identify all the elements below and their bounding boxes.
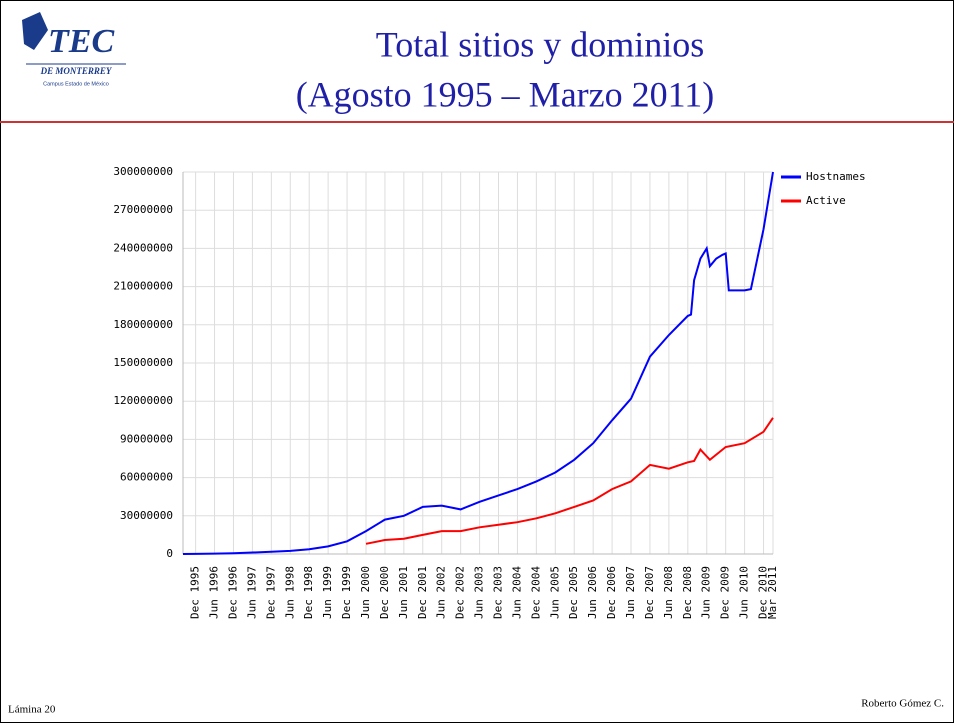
x-tick-label: Jun 2003 xyxy=(473,566,486,619)
footer-left: Lámina 20 xyxy=(8,704,56,716)
y-tick-label: 120000000 xyxy=(113,394,173,407)
x-tick-label: Dec 1999 xyxy=(340,566,353,619)
x-tick-label: Jun 1999 xyxy=(321,566,334,619)
x-tick-label: Dec 2000 xyxy=(378,566,391,619)
x-tick-label: Dec 2007 xyxy=(643,566,656,619)
y-tick-label: 300000000 xyxy=(113,165,173,178)
x-tick-label: Jun 2005 xyxy=(548,566,561,619)
legend-label: Hostnames xyxy=(806,170,866,183)
x-tick-label: Dec 1995 xyxy=(189,566,202,619)
x-tick-label: Dec 2010 xyxy=(757,566,770,619)
series-line xyxy=(182,171,774,555)
x-tick-label: Dec 2005 xyxy=(567,566,580,619)
y-tick-label: 180000000 xyxy=(113,318,173,331)
x-tick-label: Jun 2004 xyxy=(510,566,523,619)
y-tick-label: 60000000 xyxy=(120,471,173,484)
x-tick-label: Jun 1997 xyxy=(245,566,258,619)
footer-right: Roberto Gómez C. xyxy=(861,698,944,710)
x-tick-label: Jun 2007 xyxy=(624,566,637,619)
x-tick-label: Dec 1998 xyxy=(302,566,315,619)
x-tick-label: Dec 2006 xyxy=(605,566,618,619)
y-tick-label: 0 xyxy=(166,547,173,560)
x-tick-label: Jun 2009 xyxy=(700,566,713,619)
x-tick-label: Dec 2003 xyxy=(492,566,505,619)
x-tick-label: Jun 1996 xyxy=(208,566,221,619)
x-tick-label: Dec 2001 xyxy=(416,566,429,619)
x-tick-label: Jun 2010 xyxy=(738,566,751,619)
x-tick-label: Jun 2008 xyxy=(662,566,675,619)
x-tick-label: Jun 2000 xyxy=(359,566,372,619)
x-tick-label: Jun 2001 xyxy=(397,566,410,619)
slide-title: Total sitios y dominios xyxy=(376,24,705,64)
logo-line2: Campus Estado de México xyxy=(43,81,109,87)
x-tick-label: Jun 2006 xyxy=(586,566,599,619)
y-tick-label: 150000000 xyxy=(113,356,173,369)
series-line xyxy=(365,417,774,545)
y-tick-label: 90000000 xyxy=(120,432,173,445)
slide-title: (Agosto 1995 – Marzo 2011) xyxy=(296,74,715,114)
x-tick-label: Dec 1997 xyxy=(264,566,277,619)
y-tick-label: 30000000 xyxy=(120,509,173,522)
x-tick-label: Dec 1996 xyxy=(226,566,239,619)
x-tick-label: Dec 2009 xyxy=(719,566,732,619)
x-tick-label: Jun 2002 xyxy=(435,566,448,619)
y-tick-label: 270000000 xyxy=(113,203,173,216)
y-tick-label: 210000000 xyxy=(113,280,173,293)
x-tick-label: Dec 2002 xyxy=(454,566,467,619)
logo-emblem xyxy=(22,12,48,50)
x-tick-label: Mar 2011 xyxy=(766,566,779,619)
logo: TEC DE MONTERREY Campus Estado de México xyxy=(22,12,126,87)
x-tick-label: Jun 1998 xyxy=(283,566,296,619)
logo-name: TEC xyxy=(48,23,114,60)
y-tick-label: 240000000 xyxy=(113,241,173,254)
legend-label: Active xyxy=(806,194,846,207)
logo-line1: DE MONTERREY xyxy=(40,66,113,76)
x-tick-label: Dec 2004 xyxy=(529,566,542,619)
x-tick-label: Dec 2008 xyxy=(681,566,694,619)
